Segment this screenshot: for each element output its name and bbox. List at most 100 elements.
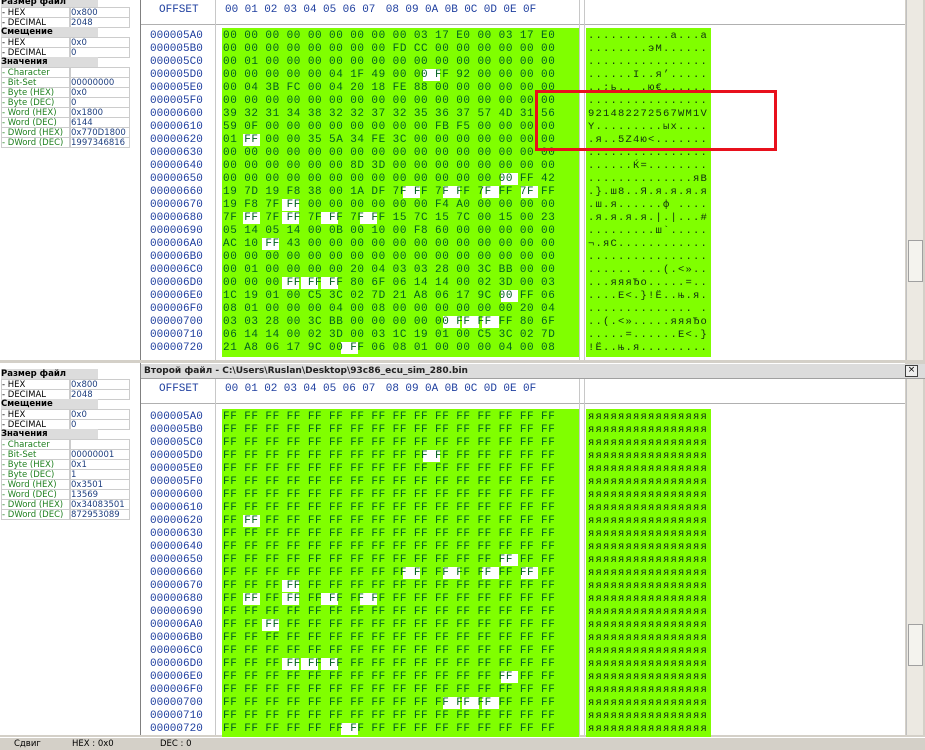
same-byte	[521, 186, 538, 198]
status-bar: Сдвиг HEX : 0x0 DEC : 0	[0, 737, 925, 750]
row-offset: 00000650	[150, 554, 203, 566]
ascii-row: ...........а...а	[588, 30, 709, 42]
column-header: 0A	[425, 383, 439, 395]
hex-row: 00 04 3B FC 00 04 20 18 FE 88 00 00 00 0…	[223, 82, 556, 94]
row-offset: 000006F0	[150, 684, 203, 696]
column-header: 00	[225, 4, 239, 16]
column-rule	[584, 0, 585, 360]
ascii-row: ................	[588, 56, 709, 68]
hex-row: FF FF FF FF FF FF FF FF FF FF FF FF FF F…	[223, 476, 556, 488]
same-byte	[501, 554, 519, 566]
same-byte	[501, 290, 519, 302]
same-byte	[501, 671, 519, 683]
row-offset: 00000720	[150, 723, 203, 735]
same-byte	[462, 316, 480, 328]
ascii-row: !Ё..њ.я.........	[588, 342, 709, 354]
row-offset: 00000610	[150, 121, 203, 133]
row-offset: 00000690	[150, 225, 203, 237]
hex-row: 00 01 00 00 00 00 20 04 03 03 28 00 3C B…	[223, 264, 556, 276]
hex-row: FF FF FF FF FF FF FF FF FF FF FF FF FF F…	[223, 723, 556, 735]
ascii-row: яяяяяяяяяяяяяяяя	[588, 411, 709, 423]
same-byte	[462, 697, 480, 709]
hex-row: 19 7D 19 F8 38 00 1A DF 7F FF 7F FF 7F F…	[223, 186, 556, 198]
hex-row: FF FF FF FF FF FF FF FF FF FF FF FF FF F…	[223, 541, 556, 553]
hex-row: AC 10 FF 43 00 00 00 00 00 00 00 00 00 0…	[223, 238, 556, 250]
scrollbar[interactable]	[906, 379, 923, 735]
info-panel: Размер файл - HEX 0x800- DECIMAL 2048 Смещен…	[0, 363, 141, 735]
row-offset: 00000700	[150, 316, 203, 328]
header-rule	[141, 403, 905, 404]
ascii-row: .........ш`.....	[588, 225, 709, 237]
row-offset: 00000640	[150, 541, 203, 553]
column-header: 06	[342, 383, 356, 395]
ascii-row: .ш.я......ф ....	[588, 199, 709, 211]
scroll-thumb[interactable]	[908, 240, 923, 282]
column-header: 02	[264, 383, 278, 395]
first-pane: Размер файл - HEX 0x800- DECIMAL 2048 Смещен…	[0, 0, 925, 360]
hex-row: 1C 19 01 00 C5 3C 02 7D 21 A8 06 17 9C 0…	[223, 290, 556, 302]
close-button[interactable]: ×	[905, 365, 918, 377]
info-heading: Размер файл	[1, 0, 98, 7]
row-offset: 000006D0	[150, 658, 203, 670]
header-rule	[141, 24, 905, 25]
same-byte	[360, 593, 378, 605]
ascii-row: Y.........ых....	[588, 121, 709, 133]
hex-row: FF FF FF FF FF FF FF FF FF FF FF FF FF F…	[223, 593, 556, 605]
row-offset: 000006B0	[150, 251, 203, 263]
ascii-row: ......I..я’.....	[588, 69, 709, 81]
column-header: 0A	[425, 4, 439, 16]
hex-row: FF FF FF FF FF FF FF FF FF FF FF FF FF F…	[223, 580, 556, 592]
column-header: 08	[385, 4, 399, 16]
ascii-row: ................	[588, 95, 709, 107]
hex-row: 00 00 00 00 00 04 1F 49 00 00 FF 92 00 0…	[223, 69, 556, 81]
hex-row: FF FF FF FF FF FF FF FF FF FF FF FF FF F…	[223, 424, 556, 436]
same-byte	[403, 567, 421, 579]
column-rule	[215, 379, 216, 735]
row-offset: 00000660	[150, 186, 203, 198]
scrollbar[interactable]	[906, 0, 923, 360]
same-byte	[442, 316, 460, 328]
offset-header: OFFSET	[159, 4, 199, 16]
column-header: 05	[323, 4, 337, 16]
column-header: 0B	[444, 383, 458, 395]
same-byte	[262, 619, 280, 631]
hex-row: FF FF FF FF FF FF FF FF FF FF FF FF FF F…	[223, 658, 556, 670]
hex-row: FF FF FF FF FF FF FF FF FF FF FF FF FF F…	[223, 671, 556, 683]
scroll-thumb[interactable]	[908, 624, 923, 666]
hex-row: FF FF FF FF FF FF FF FF FF FF FF FF FF F…	[223, 515, 556, 527]
row-offset: 000005D0	[150, 450, 203, 462]
same-byte	[340, 342, 358, 354]
hex-row: FF FF FF FF FF FF FF FF FF FF FF FF FF F…	[223, 697, 556, 709]
column-header: 08	[385, 383, 399, 395]
ascii-row: ......Ќ=........	[588, 160, 709, 172]
pane-title: Второй файл - C:\Users\Ruslan\Desktop\93…	[141, 364, 925, 379]
row-offset: 00000600	[150, 108, 203, 120]
row-offset: 00000620	[150, 134, 203, 146]
column-header: 06	[342, 4, 356, 16]
hex-row: 00 01 00 00 00 00 00 00 00 00 00 00 00 0…	[223, 56, 556, 68]
hex-field	[222, 409, 579, 738]
ascii-row: ¬.яC............	[588, 238, 709, 250]
same-byte	[481, 186, 499, 198]
row-offset: 00000670	[150, 199, 203, 211]
same-byte	[301, 277, 319, 289]
info-panel: Размер файл - HEX 0x800- DECIMAL 2048 Смещен…	[0, 0, 141, 360]
same-byte	[481, 316, 499, 328]
hex-row: FF FF FF FF FF FF FF FF FF FF FF FF FF F…	[223, 619, 556, 631]
same-byte	[281, 199, 299, 211]
same-byte	[423, 69, 440, 81]
ascii-row: яяяяяяяяяяяяяяяя	[588, 424, 709, 436]
ascii-row: яяяяяяяяяяяяяяяя	[588, 502, 709, 514]
ascii-row: яяяяяяяяяяяяяяяя	[588, 528, 709, 540]
column-header: 03	[283, 4, 297, 16]
row-offset: 00000600	[150, 489, 203, 501]
ascii-row: ..(.<».....яяяЂo	[588, 316, 709, 328]
status-dec: DEC : 0	[160, 739, 192, 749]
row-offset: 000006A0	[150, 238, 203, 250]
column-header: 04	[303, 4, 317, 16]
column-header: 0C	[464, 383, 478, 395]
same-byte	[403, 186, 421, 198]
hex-row: FF FF FF FF FF FF FF FF FF FF FF FF FF F…	[223, 606, 556, 618]
hex-row: 59 0F 00 00 00 00 00 00 00 00 FB F5 00 0…	[223, 121, 556, 133]
